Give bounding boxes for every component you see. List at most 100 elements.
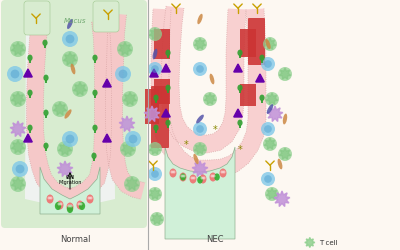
Ellipse shape — [43, 143, 49, 150]
Polygon shape — [150, 70, 158, 78]
Circle shape — [66, 135, 74, 144]
Text: Mucus: Mucus — [64, 18, 86, 24]
Ellipse shape — [267, 105, 273, 115]
Ellipse shape — [259, 56, 265, 62]
Text: NEC: NEC — [206, 234, 224, 243]
Circle shape — [180, 175, 184, 178]
Circle shape — [203, 93, 217, 106]
Circle shape — [148, 167, 162, 181]
Polygon shape — [11, 43, 25, 56]
Circle shape — [278, 68, 292, 82]
Bar — [261, 100, 263, 103]
Circle shape — [196, 126, 204, 133]
Ellipse shape — [91, 153, 97, 159]
Polygon shape — [151, 10, 171, 100]
Circle shape — [220, 171, 224, 174]
Circle shape — [150, 212, 164, 226]
Polygon shape — [10, 122, 26, 137]
Bar — [167, 126, 169, 128]
Polygon shape — [204, 94, 216, 105]
Polygon shape — [305, 238, 315, 248]
Circle shape — [148, 142, 162, 156]
Circle shape — [193, 63, 207, 77]
Circle shape — [196, 66, 204, 74]
Polygon shape — [192, 161, 208, 177]
FancyBboxPatch shape — [151, 87, 169, 148]
Circle shape — [264, 61, 272, 68]
Circle shape — [50, 197, 52, 200]
Circle shape — [68, 205, 70, 208]
Ellipse shape — [237, 120, 242, 126]
Ellipse shape — [180, 174, 186, 181]
Circle shape — [120, 142, 136, 157]
Bar — [239, 126, 241, 128]
Ellipse shape — [71, 64, 75, 75]
Bar — [167, 56, 169, 58]
FancyBboxPatch shape — [24, 2, 50, 36]
Circle shape — [118, 70, 127, 79]
Circle shape — [190, 177, 194, 180]
Polygon shape — [106, 14, 145, 200]
Polygon shape — [152, 10, 266, 178]
Polygon shape — [151, 213, 163, 224]
Ellipse shape — [210, 74, 214, 85]
Circle shape — [192, 177, 196, 180]
Polygon shape — [58, 143, 72, 156]
Circle shape — [62, 52, 78, 68]
Ellipse shape — [200, 175, 206, 184]
Ellipse shape — [214, 174, 220, 181]
Circle shape — [261, 122, 275, 136]
Polygon shape — [73, 83, 87, 96]
Polygon shape — [194, 39, 206, 50]
Polygon shape — [279, 148, 291, 160]
Circle shape — [151, 170, 159, 178]
Circle shape — [115, 67, 131, 83]
Polygon shape — [121, 143, 135, 156]
Ellipse shape — [92, 90, 98, 96]
Polygon shape — [266, 94, 278, 105]
Ellipse shape — [42, 40, 48, 47]
Circle shape — [66, 36, 74, 44]
Text: T cell: T cell — [319, 240, 338, 246]
Circle shape — [193, 38, 207, 52]
Circle shape — [263, 138, 277, 151]
Circle shape — [10, 140, 26, 156]
Polygon shape — [53, 103, 67, 116]
Polygon shape — [194, 144, 206, 155]
Polygon shape — [162, 65, 170, 73]
Circle shape — [122, 92, 138, 108]
Circle shape — [193, 142, 207, 156]
Circle shape — [261, 58, 275, 72]
Bar — [154, 80, 170, 104]
Bar — [155, 100, 157, 103]
Ellipse shape — [64, 110, 72, 119]
Ellipse shape — [46, 195, 54, 204]
Polygon shape — [24, 70, 32, 78]
Ellipse shape — [180, 173, 186, 182]
Ellipse shape — [265, 40, 271, 50]
Circle shape — [129, 135, 138, 144]
Ellipse shape — [76, 201, 84, 210]
Bar — [29, 96, 31, 98]
Polygon shape — [103, 134, 111, 142]
Polygon shape — [25, 22, 115, 209]
Polygon shape — [264, 39, 276, 50]
Polygon shape — [161, 7, 246, 154]
Circle shape — [16, 165, 24, 174]
Ellipse shape — [56, 201, 64, 210]
Bar — [94, 61, 96, 64]
Polygon shape — [26, 21, 72, 206]
Circle shape — [62, 132, 78, 148]
FancyBboxPatch shape — [1, 1, 147, 228]
Ellipse shape — [43, 110, 49, 116]
Polygon shape — [267, 106, 283, 122]
Circle shape — [172, 171, 176, 174]
Ellipse shape — [67, 205, 73, 213]
Ellipse shape — [197, 177, 203, 184]
Bar — [240, 30, 256, 58]
Circle shape — [212, 175, 216, 178]
Circle shape — [10, 176, 26, 192]
Circle shape — [265, 187, 279, 201]
Circle shape — [265, 93, 279, 106]
Circle shape — [278, 148, 292, 161]
